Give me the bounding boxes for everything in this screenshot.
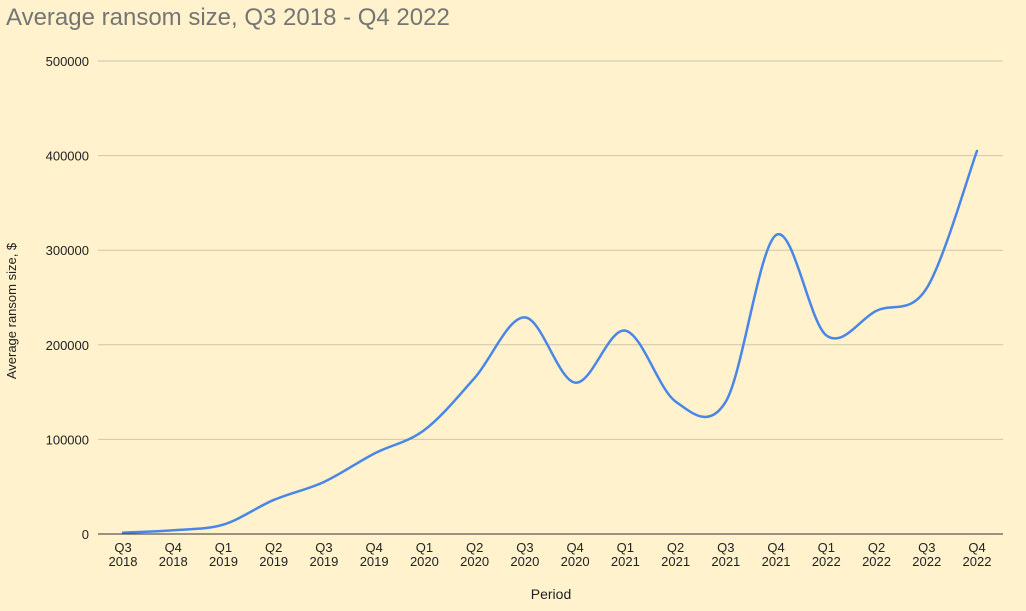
y-tick-label: 200000 [46,338,89,353]
x-tick-label: Q4 2021 [762,540,791,569]
data-point [473,376,477,380]
y-tick-label: 300000 [46,243,89,258]
x-tick-label: Q2 2021 [661,540,690,569]
x-axis-label: Period [531,586,571,602]
data-point [925,286,929,290]
x-tick-label: Q4 2019 [360,540,389,569]
x-tick-year: 2020 [510,554,539,569]
x-tick-quarter: Q1 [416,540,433,555]
x-tick-quarter: Q1 [215,540,232,555]
x-tick-quarter: Q3 [114,540,131,555]
x-tick-year: 2021 [711,554,740,569]
x-tick-year: 2018 [159,554,188,569]
x-tick-quarter: Q1 [818,540,835,555]
x-tick-quarter: Q3 [516,540,533,555]
x-tick-label: Q2 2019 [259,540,288,569]
x-tick-quarter: Q3 [717,540,734,555]
data-point [372,452,376,456]
x-tick-label: Q1 2022 [812,540,841,569]
x-tick-quarter: Q2 [667,540,684,555]
x-tick-label: Q2 2020 [460,540,489,569]
x-tick-label: Q3 2022 [912,540,941,569]
x-tick-label: Q3 2018 [109,540,138,569]
data-point [171,528,175,532]
x-tick-label: Q4 2020 [561,540,590,569]
x-tick-label: Q1 2021 [611,540,640,569]
x-tick-year: 2020 [460,554,489,569]
series-line [121,149,979,534]
x-tick-year: 2022 [812,554,841,569]
x-tick-year: 2022 [862,554,891,569]
x-tick-label: Q1 2020 [410,540,439,569]
data-point [523,315,527,319]
x-tick-label: Q3 2020 [510,540,539,569]
x-tick-quarter: Q2 [466,540,483,555]
x-tick-quarter: Q3 [918,540,935,555]
data-point [875,309,879,313]
x-tick-label: Q1 2019 [209,540,238,569]
data-point [674,400,678,404]
x-tick-year: 2019 [259,554,288,569]
x-tick-label: Q3 2021 [711,540,740,569]
x-tick-year: 2019 [309,554,338,569]
y-axis-label: Average ransom size, $ [4,242,19,379]
x-tick-year: 2021 [762,554,791,569]
data-point [623,329,627,333]
x-tick-quarter: Q4 [566,540,583,555]
x-tick-quarter: Q2 [868,540,885,555]
series-layer [121,149,979,534]
data-point [221,523,225,527]
x-tick-quarter: Q4 [366,540,383,555]
x-tick-year: 2018 [109,554,138,569]
x-tick-quarter: Q4 [165,540,182,555]
x-tick-label: Q2 2022 [862,540,891,569]
y-tick-label: 500000 [46,54,89,69]
data-point [422,428,426,432]
x-tick-quarter: Q4 [968,540,985,555]
y-tick-label: 100000 [46,432,89,447]
x-tick-quarter: Q2 [265,540,282,555]
y-axis-ticks: 0 100000 200000 300000 400000 500000 [46,54,89,542]
data-point [272,498,276,502]
x-tick-year: 2021 [611,554,640,569]
data-point [975,149,979,153]
gridlines [98,60,1003,440]
x-tick-year: 2019 [360,554,389,569]
x-tick-label: Q4 2018 [159,540,188,569]
chart-title: Average ransom size, Q3 2018 - Q4 2022 [6,4,450,31]
x-tick-year: 2020 [561,554,590,569]
x-tick-year: 2020 [410,554,439,569]
x-tick-year: 2021 [661,554,690,569]
x-tick-quarter: Q3 [315,540,332,555]
data-point [573,381,577,385]
x-tick-quarter: Q4 [767,540,784,555]
x-tick-label: Q3 2019 [309,540,338,569]
data-point [724,400,728,404]
x-tick-year: 2022 [963,554,992,569]
x-tick-year: 2022 [912,554,941,569]
data-point [774,233,778,237]
x-tick-quarter: Q1 [617,540,634,555]
x-tick-year: 2019 [209,554,238,569]
y-tick-label: 0 [82,527,89,542]
x-tick-label: Q4 2022 [963,540,992,569]
data-point [322,480,326,484]
data-point [824,333,828,337]
y-tick-label: 400000 [46,149,89,164]
